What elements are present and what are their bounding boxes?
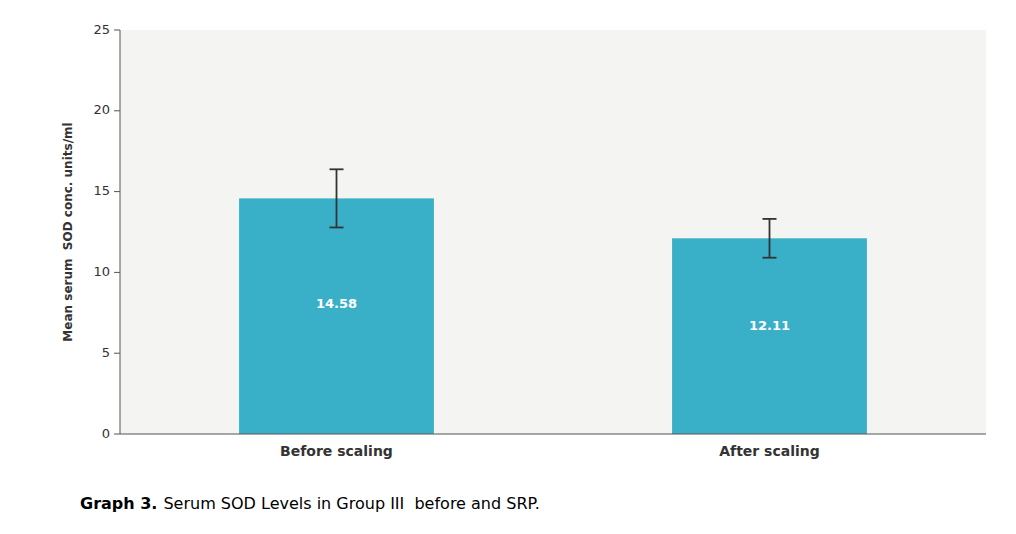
y-tick-label: 5 xyxy=(102,345,110,360)
error-line xyxy=(336,169,338,227)
data-label: 14.58 xyxy=(316,296,357,311)
y-tick xyxy=(114,30,120,31)
y-tick-label: 10 xyxy=(93,264,110,279)
error-bar xyxy=(330,169,344,227)
x-tick-label: Before scaling xyxy=(280,443,393,459)
y-tick-label: 25 xyxy=(93,22,110,37)
bar xyxy=(672,238,867,434)
error-cap xyxy=(330,168,344,170)
chart-container: 0 5 10 15 20 25 14.58 12.11 Before scaling After … xyxy=(0,0,1016,534)
chart-svg: 0 5 10 15 20 25 14.58 12.11 Before scaling After … xyxy=(0,0,1016,534)
y-tick xyxy=(114,434,120,435)
data-label: 12.11 xyxy=(749,318,790,333)
x-axis-line xyxy=(120,434,986,435)
caption-label: Graph 3. xyxy=(80,494,157,513)
caption: Graph 3. Serum SOD Levels in Group III be… xyxy=(80,494,540,513)
caption-text: Serum SOD Levels in Group III before and… xyxy=(163,494,539,513)
x-tick-label: After scaling xyxy=(719,443,820,459)
y-tick xyxy=(114,353,120,354)
error-bar xyxy=(763,219,777,258)
y-tick xyxy=(114,191,120,192)
error-cap xyxy=(763,257,777,259)
y-tick xyxy=(114,110,120,111)
y-axis-line xyxy=(120,30,121,434)
bar xyxy=(239,198,434,434)
error-cap xyxy=(763,218,777,220)
plot-background xyxy=(120,30,986,434)
error-cap xyxy=(330,227,344,229)
error-line xyxy=(769,219,771,258)
y-tick-label: 15 xyxy=(93,183,110,198)
y-tick xyxy=(114,272,120,273)
bars xyxy=(239,169,867,434)
y-tick-label: 20 xyxy=(93,102,110,117)
y-axis-label: Mean serum SOD conc. units/ml xyxy=(61,122,75,341)
y-tick-label: 0 xyxy=(102,426,110,441)
